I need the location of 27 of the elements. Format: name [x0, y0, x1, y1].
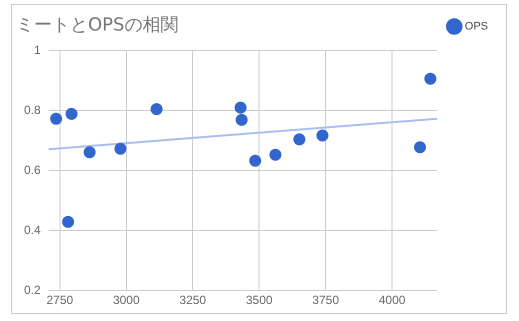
- point: [62, 216, 74, 228]
- point: [234, 102, 247, 114]
- point: [249, 154, 262, 167]
- x-tick-label: 3000: [112, 293, 140, 308]
- point: [269, 148, 282, 161]
- point: [293, 133, 306, 146]
- point: [414, 141, 426, 154]
- x-tick-label: 3250: [179, 293, 206, 308]
- point: [236, 114, 248, 126]
- y-tick-label: 0.8: [24, 102, 41, 117]
- point: [66, 108, 78, 120]
- point: [316, 130, 328, 142]
- point: [114, 142, 126, 155]
- point: [150, 103, 163, 116]
- y-tick-label: 0.4: [24, 222, 41, 237]
- y-tick-label: 0.6: [24, 162, 41, 177]
- legend-label: OPS: [464, 20, 488, 33]
- x-tick-label: 2750: [46, 293, 74, 308]
- point: [84, 146, 96, 158]
- y-tick-label: 1: [34, 42, 41, 57]
- y-tick-label: 0.2: [24, 282, 41, 297]
- point: [424, 72, 436, 85]
- x-tick-label: 3500: [246, 293, 273, 308]
- x-tick-label: 3750: [312, 293, 340, 308]
- x-tick-label: 4000: [378, 293, 406, 308]
- chart-title: ミートとOPSの相関: [16, 14, 178, 36]
- point: [50, 112, 62, 125]
